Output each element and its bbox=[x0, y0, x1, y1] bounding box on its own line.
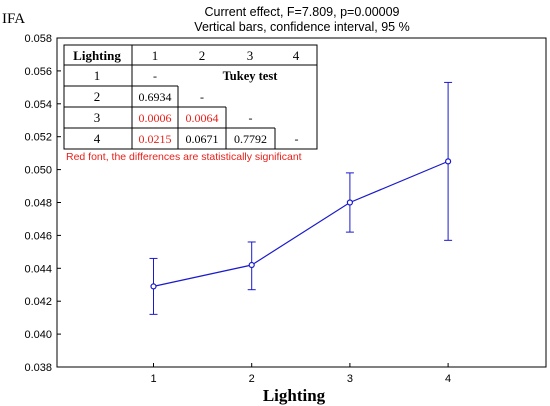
y-tick-label: 0.048 bbox=[24, 198, 52, 210]
x-tick-label: 1 bbox=[150, 373, 156, 385]
series-line bbox=[153, 160, 449, 287]
tukey-cell: 0.0671 bbox=[186, 132, 219, 146]
tukey-header-label: Lighting bbox=[73, 48, 121, 63]
y-axis-label: IFA bbox=[2, 11, 25, 27]
y-axis: 0.038 0.040 0.042 0.044 0.046 0.048 0.050 0.052… bbox=[24, 33, 61, 374]
tukey-frame bbox=[63, 44, 318, 150]
chart-subtitle: Vertical bars, confidence interval, 95 % bbox=[194, 20, 409, 34]
tukey-cell: - bbox=[249, 111, 253, 125]
y-tick-label: 0.054 bbox=[24, 99, 52, 111]
tukey-cell: 0.6934 bbox=[139, 90, 172, 104]
tukey-row-label: 2 bbox=[94, 89, 101, 104]
tukey-col-header: 4 bbox=[293, 48, 300, 63]
tukey-cell-significant: 0.0006 bbox=[139, 111, 172, 125]
data-point bbox=[346, 199, 353, 206]
tukey-row-label: 3 bbox=[94, 110, 101, 125]
tukey-col-header: 3 bbox=[247, 48, 254, 63]
tukey-cell: - bbox=[295, 132, 299, 146]
tukey-col-header: 1 bbox=[152, 48, 159, 63]
tukey-cell-significant: 0.0215 bbox=[139, 132, 172, 146]
tukey-table: Lighting 1 2 3 4 Tukey test 1 - 2 0.6934 - 3 0.0006 0… bbox=[63, 44, 318, 164]
x-axis-label: Lighting bbox=[263, 386, 326, 405]
tukey-col-header: 2 bbox=[199, 48, 206, 63]
y-tick-label: 0.056 bbox=[24, 66, 52, 78]
x-tick-label: 4 bbox=[445, 373, 451, 385]
tukey-cell-significant: 0.0064 bbox=[186, 111, 219, 125]
y-tick-label: 0.050 bbox=[24, 165, 52, 177]
data-point bbox=[445, 158, 452, 165]
y-tick-label: 0.040 bbox=[24, 329, 52, 341]
x-tick-label: 3 bbox=[347, 373, 353, 385]
y-tick-label: 0.044 bbox=[24, 263, 52, 275]
tukey-row-label: 1 bbox=[94, 68, 101, 83]
tukey-cell: 0.7792 bbox=[234, 132, 267, 146]
tukey-cell: - bbox=[200, 90, 204, 104]
y-tick-label: 0.038 bbox=[24, 362, 52, 374]
x-tick-label: 2 bbox=[249, 373, 255, 385]
y-tick-label: 0.042 bbox=[24, 296, 52, 308]
y-tick-label: 0.052 bbox=[24, 132, 52, 144]
tukey-cell: - bbox=[153, 69, 157, 83]
chart-title: Current effect, F=7.809, p=0.00009 bbox=[204, 5, 399, 19]
tukey-note: Red font, the differences are statistica… bbox=[66, 151, 302, 163]
y-tick-label: 0.046 bbox=[24, 230, 52, 242]
data-points bbox=[150, 158, 452, 290]
data-point bbox=[248, 261, 255, 269]
tukey-title: Tukey test bbox=[223, 69, 279, 83]
data-point bbox=[150, 283, 157, 290]
x-axis: 1 2 3 4 bbox=[150, 363, 451, 385]
y-tick-label: 0.058 bbox=[24, 33, 52, 45]
tukey-row-label: 4 bbox=[94, 131, 101, 146]
